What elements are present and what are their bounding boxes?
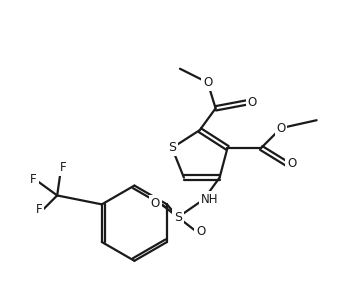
Text: F: F [36, 203, 43, 216]
Text: S: S [174, 211, 182, 224]
Text: O: O [203, 76, 212, 89]
Text: F: F [60, 161, 67, 174]
Text: O: O [276, 122, 285, 135]
Text: O: O [287, 157, 296, 170]
Text: S: S [168, 142, 176, 155]
Text: O: O [151, 197, 160, 210]
Text: O: O [196, 224, 205, 238]
Text: NH: NH [201, 193, 218, 206]
Text: F: F [30, 173, 37, 186]
Text: O: O [247, 96, 257, 109]
